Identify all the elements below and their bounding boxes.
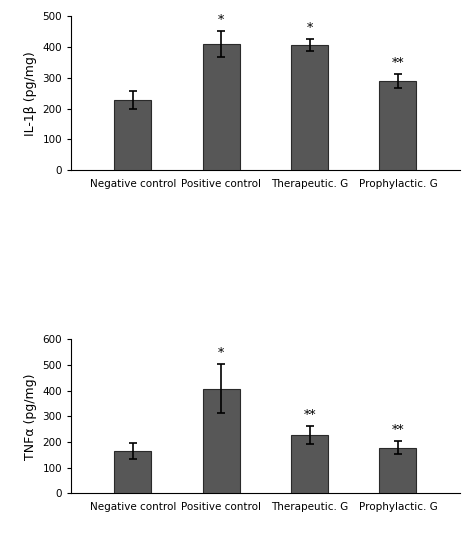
- Text: **: **: [392, 424, 404, 437]
- Text: *: *: [218, 347, 224, 361]
- Y-axis label: TNFα (pg/mg): TNFα (pg/mg): [24, 373, 37, 460]
- Bar: [203, 389, 240, 493]
- Bar: [203, 44, 240, 170]
- Bar: [379, 448, 417, 493]
- Text: *: *: [307, 22, 313, 35]
- Bar: [291, 435, 328, 493]
- Y-axis label: IL-1β (pg/mg): IL-1β (pg/mg): [24, 51, 37, 136]
- Bar: [114, 451, 152, 493]
- Text: **: **: [303, 409, 316, 422]
- Text: **: **: [392, 58, 404, 71]
- Text: *: *: [218, 14, 224, 27]
- Bar: [114, 100, 152, 170]
- Bar: [379, 81, 417, 170]
- Bar: [291, 45, 328, 170]
